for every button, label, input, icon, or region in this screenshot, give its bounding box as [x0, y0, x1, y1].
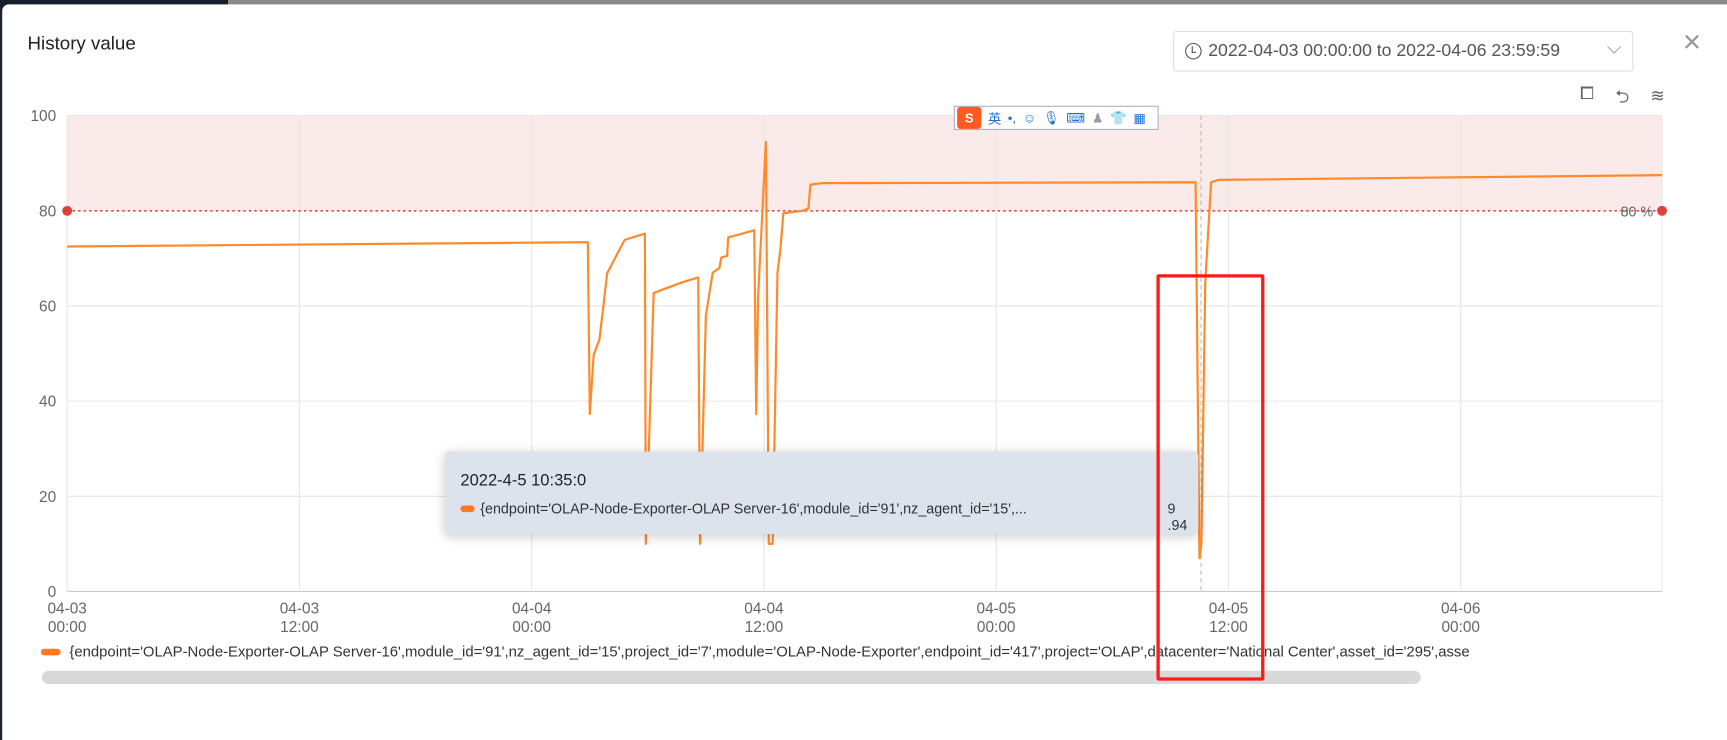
threshold-area — [67, 115, 1663, 211]
chart-tooltip: 2022-4-5 10:35:0 {endpoint='OLAP-Node-Ex… — [444, 451, 1199, 535]
chart-legend-item[interactable]: {endpoint='OLAP-Node-Exporter-OLAP Serve… — [40, 643, 1680, 660]
tooltip-series-label: {endpoint='OLAP-Node-Exporter-OLAP Serve… — [480, 500, 1027, 517]
legend-color-marker — [40, 648, 61, 655]
threshold-end-marker — [1657, 205, 1667, 216]
background-app-bar-overlay — [227, 0, 1727, 7]
zoom-reset-icon[interactable]: ⮌ — [1615, 88, 1630, 107]
zoom-select-icon[interactable]: ⧠ — [1580, 84, 1595, 104]
x-tick-date: 04-03 — [47, 600, 86, 617]
x-tick-time: 00:00 — [48, 619, 87, 636]
x-tick-time: 12:00 — [280, 619, 319, 636]
x-tick-date: 04-05 — [977, 600, 1016, 617]
threshold-start-marker — [62, 205, 73, 216]
legend-label: {endpoint='OLAP-Node-Exporter-OLAP Serve… — [69, 643, 1470, 660]
x-tick-time: 12:00 — [745, 619, 784, 636]
x-tick-date: 04-06 — [1441, 600, 1480, 617]
stack-layers-icon[interactable]: ≋ — [1650, 87, 1665, 106]
y-tick-label: 20 — [39, 489, 56, 506]
clock-icon — [1185, 42, 1202, 60]
threshold-label: 80 % — [1621, 204, 1654, 220]
grid-icon[interactable]: ▦ — [1133, 110, 1146, 126]
ime-punctuation-toggle[interactable]: •, — [1007, 110, 1017, 126]
y-tick-label: 40 — [39, 394, 56, 411]
y-tick-label: 100 — [30, 108, 56, 125]
smiley-icon[interactable]: ☺ — [1022, 110, 1037, 126]
x-tick-time: 00:00 — [512, 619, 551, 636]
series-line — [67, 140, 1663, 560]
x-tick-date: 04-03 — [280, 600, 319, 617]
date-range-value: 2022-04-03 00:00:00 to 2022-04-06 23:59:… — [1208, 41, 1560, 61]
x-tick-date: 04-04 — [512, 600, 552, 617]
close-icon[interactable]: ✕ — [1681, 28, 1703, 57]
y-tick-label: 80 — [39, 203, 56, 220]
ime-language-toggle[interactable]: 英 — [987, 110, 1002, 127]
tooltip-series: {endpoint='OLAP-Node-Exporter-OLAP Serve… — [460, 500, 1027, 517]
dialog-title: History value — [27, 33, 136, 54]
x-tick-date: 04-05 — [1209, 600, 1248, 617]
y-tick-label: 0 — [48, 584, 57, 601]
x-tick-time: 00:00 — [977, 619, 1016, 636]
tooltip-value: 9 .94 — [1167, 500, 1188, 534]
sogou-logo-icon: S — [957, 106, 982, 129]
annotation-highlight-box — [1156, 274, 1265, 681]
legend-horizontal-scrollbar[interactable] — [41, 670, 1421, 684]
x-tick-date: 04-04 — [744, 600, 784, 617]
series-color-marker — [460, 504, 475, 512]
microphone-icon[interactable]: 🎙 — [1042, 110, 1060, 126]
user-icon[interactable]: ♟ — [1091, 110, 1104, 126]
x-tick-time: 00:00 — [1441, 619, 1480, 636]
x-tick-time: 12:00 — [1209, 619, 1248, 636]
y-tick-label: 60 — [39, 298, 56, 315]
date-range-picker[interactable]: 2022-04-03 00:00:00 to 2022-04-06 23:59:… — [1172, 30, 1634, 72]
tooltip-time: 2022-4-5 10:35:0 — [460, 471, 587, 491]
keyboard-icon[interactable]: ⌨ — [1066, 110, 1086, 126]
ime-toolbar[interactable]: S 英 •, ☺ 🎙 ⌨ ♟ 👕 ▦ — [953, 105, 1159, 130]
shirt-icon[interactable]: 👕 — [1110, 110, 1127, 126]
background-app-bar — [0, 0, 1727, 7]
